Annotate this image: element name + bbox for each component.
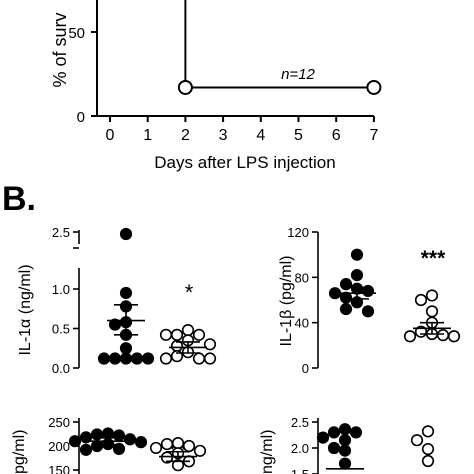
B-bottom-left-point [112,442,126,455]
B-bottom-right-point [421,454,435,468]
B-IL-1β-y-tick-label: 0 [302,361,309,376]
il1b-ylabel: IL-1β (pg/ml) [278,256,295,347]
panel-a-x-tick-label: 1 [143,127,152,144]
B-bottom-left-point [149,441,163,455]
B-IL-1β-point [350,268,364,282]
B-IL-1α-point [108,318,122,331]
bottom-right-ylabel: ng/ml) [259,430,276,474]
B-IL-1β-point [339,291,353,304]
panel-a-ylabel: % of surv [50,12,70,87]
panel-a-x-tick-label: 0 [106,127,115,144]
B-bottom-left-y-tick-label: 200 [48,439,70,454]
B-IL-1α-y-tick-label: 2.5 [52,225,70,240]
B-bottom-left-point [90,439,104,453]
B-bottom-left-y-tick-label: 250 [48,415,70,430]
B-IL-1α-point [97,352,111,365]
B-IL-1β-point [403,330,417,343]
B-IL-1β-y-tick-label: 40 [295,316,309,331]
B-bottom-right-point [410,434,424,447]
B-IL-1β-point [350,248,364,261]
B-IL-1α-y-tick-label: 1.0 [52,282,70,297]
B-IL-1α-point [119,352,133,365]
B-IL-1β-point [414,293,428,307]
B-IL-1α-point [119,342,133,355]
panel-a-y-tick-label: 50 [68,25,85,42]
B-bottom-left-point [79,443,93,456]
il1a-significance: * [185,280,194,305]
B-IL-1β-point [436,329,450,342]
B-bottom-right-y-tick-label: 2.0 [291,441,309,456]
survival-line [184,0,374,89]
B-IL-1α-point [170,328,184,341]
B-bottom-right-point [338,457,352,470]
panel-a-x-tick-label: 6 [332,127,341,144]
B-bottom-left-y-tick-label: 150 [48,463,70,474]
B-bottom-left-point [134,436,148,449]
B-bottom-right-point [327,426,341,439]
panel-a-x-tick-label: 7 [369,127,378,144]
B-bottom-left-point [79,431,93,444]
B-IL-1α-y-tick-label: 0.5 [52,322,70,337]
B-IL-1β-point [425,289,439,302]
B-bottom-left-point [68,435,82,448]
B-IL-1β-point [447,330,461,343]
B-IL-1α-point [203,338,217,351]
panel-a-x-tick-label: 5 [294,127,303,144]
panel-a-x-tick-label: 2 [181,127,190,144]
panel-b-label: B. [2,180,36,218]
B-IL-1α-y-tick-label: 0.0 [52,361,70,376]
B-bottom-right-point [327,441,341,455]
panel-a-annotation: n=12 [281,66,315,83]
B-bottom-left-point [112,429,126,442]
B-bottom-left-point [193,444,207,457]
B-IL-1α-point [181,323,195,337]
B-IL-1β-point [339,302,353,316]
B-IL-1α-point [192,328,206,341]
B-bottom-left-point [123,433,137,446]
B-bottom-left-point [182,439,196,453]
B-bottom-right-y-tick-label: 2.5 [291,415,309,430]
B-IL-1β-point [425,305,439,318]
B-IL-1β-point [361,305,375,318]
B-IL-1α-point [203,352,217,365]
B-bottom-right-point [338,434,352,447]
B-IL-1α-point [130,352,144,365]
B-bottom-right-point [316,431,330,444]
panel-a-y-tick-label: 0 [77,109,85,126]
panel-a-x-tick-label: 3 [219,127,228,144]
B-bottom-right-y-tick-label: 1.5 [291,467,309,474]
B-IL-1β-y-tick-label: 80 [295,270,309,285]
bottom-left-ylabel: pg/ml) [11,430,28,474]
il1a-ylabel: IL-1α (ng/ml) [17,264,34,355]
il1b-significance: *** [421,247,446,270]
B-bottom-right-point [421,425,435,438]
B-bottom-right-point [338,423,352,436]
B-IL-1β-y-tick-label: 120 [287,225,309,240]
B-IL-1α-point [159,352,173,365]
B-bottom-right-point [421,442,435,456]
B-bottom-left-point [160,437,174,451]
B-IL-1α-point [108,352,122,365]
B-IL-1α-point [119,227,133,241]
B-IL-1α-point [159,328,173,341]
B-IL-1α-point [192,352,206,365]
survival-marker [177,79,193,95]
B-IL-1α-point [141,352,155,365]
survival-marker [366,79,382,95]
B-IL-1α-point [119,286,133,300]
B-bottom-left-point [171,437,185,450]
panel-a-x-tick-label: 4 [256,127,265,144]
B-bottom-right-point [338,444,352,457]
panel-a-xlabel: Days after LPS injection [154,153,335,172]
B-bottom-right-point [349,426,363,439]
